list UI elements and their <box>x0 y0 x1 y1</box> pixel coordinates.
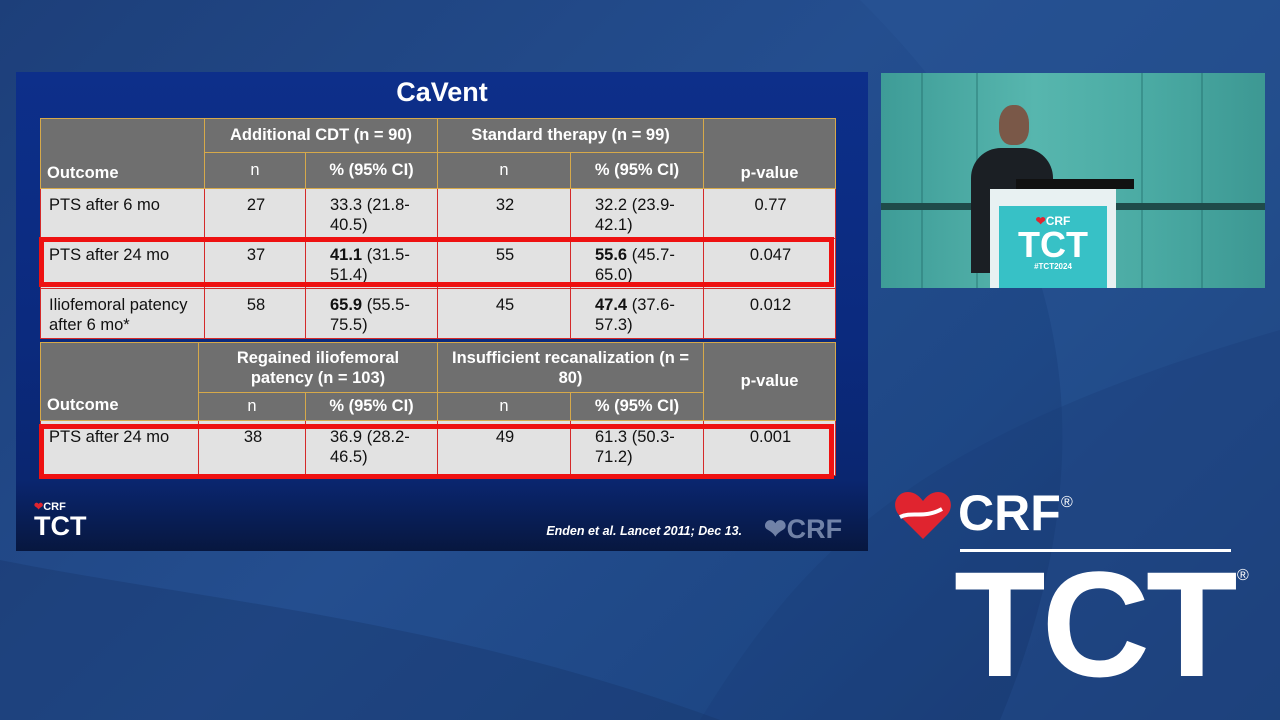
heart-icon: ❤ <box>34 501 44 513</box>
outcomes-table-2: Outcome Regained iliofemoral patency (n … <box>40 342 836 476</box>
brand-crf: CRF <box>958 485 1061 541</box>
subheader-percent-ci: % (95% CI) <box>305 392 438 421</box>
table-row: PTS after 6 mo 27 33.3 (21.8-40.5) 32 32… <box>40 188 837 239</box>
row-label: Iliofemoral patency after 6 mo* <box>40 288 205 339</box>
outcomes-table-1: Outcome Additional CDT (n = 90) Standard… <box>40 118 837 339</box>
slide-logo: ❤CRF TCT <box>34 501 87 541</box>
slide-title: CaVent <box>396 77 488 107</box>
outcome-header: Outcome <box>40 118 205 189</box>
cell-pvalue: 0.047 <box>703 238 837 289</box>
laptop <box>1016 179 1134 189</box>
registered-mark: ® <box>1061 494 1073 511</box>
cell-n: 58 <box>204 288 306 339</box>
cell-pvalue: 0.012 <box>703 288 837 339</box>
table-row: PTS after 24 mo 37 41.1 (31.5-51.4) 55 5… <box>40 238 837 289</box>
cell-n: 45 <box>437 288 571 339</box>
cell-pvalue: 0.77 <box>703 188 837 239</box>
subheader-percent-ci: % (95% CI) <box>570 392 704 421</box>
row-label: PTS after 6 mo <box>40 188 205 239</box>
group-header-insufficient-recanalization: Insufficient recanalization (n = 80) <box>437 342 704 393</box>
subheader-percent-ci: % (95% CI) <box>569 152 705 189</box>
registered-mark: ® <box>1237 567 1249 584</box>
cell-n: 55 <box>437 238 571 289</box>
table-row: PTS after 24 mo 38 36.9 (28.2-46.5) 49 6… <box>40 420 836 476</box>
cell-n: 32 <box>437 188 571 239</box>
citation: Enden et al. Lancet 2011; Dec 13. <box>546 524 742 538</box>
group-header-standard-therapy: Standard therapy (n = 99) <box>436 118 705 153</box>
pvalue-header: p-value <box>703 118 837 189</box>
cell-percent: 32.2 (23.9-42.1) <box>569 188 705 239</box>
brand-tct: TCT <box>954 540 1238 708</box>
cell-percent: 36.9 (28.2-46.5) <box>305 420 438 476</box>
group-header-regained-patency: Regained iliofemoral patency (n = 103) <box>198 342 438 393</box>
presentation-slide: CaVent Outcome Additional CDT (n = 90) S… <box>16 72 868 551</box>
subheader-n: n <box>204 152 306 189</box>
cell-percent: 41.1 (31.5-51.4) <box>305 238 438 289</box>
speaker-head <box>999 105 1029 145</box>
speaker-video: ❤CRF TCT #TCT2024 <box>881 73 1265 288</box>
cell-percent: 47.4 (37.6-57.3) <box>569 288 705 339</box>
podium-screen: ❤CRF TCT #TCT2024 <box>999 206 1107 288</box>
cell-n: 38 <box>198 420 306 476</box>
slide-watermark: ❤CRF <box>764 514 843 544</box>
subheader-n: n <box>437 392 571 421</box>
row-label: PTS after 24 mo <box>40 420 199 476</box>
pvalue-header: p-value <box>703 342 836 421</box>
cell-percent: 33.3 (21.8-40.5) <box>305 188 438 239</box>
cell-pvalue: 0.001 <box>703 420 836 476</box>
outcome-header: Outcome <box>40 342 199 421</box>
cell-n: 37 <box>204 238 306 289</box>
cell-percent: 55.6 (45.7-65.0) <box>569 238 705 289</box>
cell-percent: 61.3 (50.3-71.2) <box>570 420 704 476</box>
cell-percent: 65.9 (55.5-75.5) <box>305 288 438 339</box>
row-label: PTS after 24 mo <box>40 238 205 289</box>
group-header-additional-cdt: Additional CDT (n = 90) <box>204 118 438 153</box>
subheader-n: n <box>437 152 571 189</box>
cell-n: 27 <box>204 188 306 239</box>
crf-heart-icon <box>895 492 951 539</box>
table-row: Iliofemoral patency after 6 mo* 58 65.9 … <box>40 288 837 339</box>
subheader-percent-ci: % (95% CI) <box>305 152 438 189</box>
heart-icon: ❤ <box>1035 214 1046 228</box>
subheader-n: n <box>198 392 306 421</box>
cell-n: 49 <box>437 420 571 476</box>
brand-divider <box>960 549 1231 552</box>
